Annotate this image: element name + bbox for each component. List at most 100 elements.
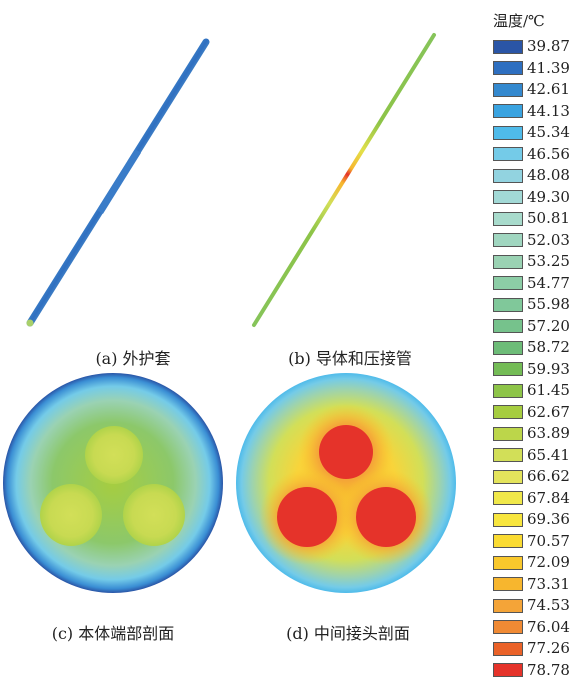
legend-swatch — [493, 298, 523, 312]
legend-item: 76.04 — [493, 617, 583, 639]
caption-c: (c) 本体端部剖面 — [28, 620, 198, 644]
legend-item: 45.34 — [493, 122, 583, 144]
legend-item: 66.62 — [493, 466, 583, 488]
legend-item: 69.36 — [493, 509, 583, 531]
legend-item: 53.25 — [493, 251, 583, 273]
legend-value: 53.25 — [527, 254, 570, 269]
legend-item: 74.53 — [493, 595, 583, 617]
legend-value: 65.41 — [527, 448, 570, 463]
legend-value: 50.81 — [527, 211, 570, 226]
legend-swatch — [493, 556, 523, 570]
legend-value: 48.08 — [527, 168, 570, 183]
legend-item: 73.31 — [493, 574, 583, 596]
legend-item: 57.20 — [493, 316, 583, 338]
legend-value: 70.57 — [527, 534, 570, 549]
legend-item: 44.13 — [493, 101, 583, 123]
legend-item: 39.87 — [493, 36, 583, 58]
legend-swatch — [493, 40, 523, 54]
legend-swatch — [493, 276, 523, 290]
legend-value: 73.31 — [527, 577, 570, 592]
joint-core-left — [277, 487, 337, 547]
legend-value: 59.93 — [527, 362, 570, 377]
legend-value: 63.89 — [527, 426, 570, 441]
legend-item: 41.39 — [493, 58, 583, 80]
body-core-left — [40, 484, 102, 546]
legend-swatch — [493, 190, 523, 204]
legend-swatch — [493, 362, 523, 376]
legend-item: 55.98 — [493, 294, 583, 316]
joint-section-model — [240, 360, 480, 610]
legend-swatch — [493, 319, 523, 333]
outer-sheath-model — [0, 0, 240, 340]
legend-swatch — [493, 599, 523, 613]
legend-swatch — [493, 169, 523, 183]
legend-item: 42.61 — [493, 79, 583, 101]
legend-swatch — [493, 663, 523, 677]
legend-item: 63.89 — [493, 423, 583, 445]
legend-item: 58.72 — [493, 337, 583, 359]
legend-item: 62.67 — [493, 402, 583, 424]
legend-value: 42.61 — [527, 82, 570, 97]
legend-swatch — [493, 147, 523, 161]
body-core-top — [85, 426, 143, 484]
legend-value: 74.53 — [527, 598, 570, 613]
legend-value: 66.62 — [527, 469, 570, 484]
conductor-line — [254, 35, 434, 325]
outer-sheath-end-cap — [27, 320, 34, 327]
legend-item: 72.09 — [493, 552, 583, 574]
legend-item: 61.45 — [493, 380, 583, 402]
legend-swatch — [493, 491, 523, 505]
legend-item: 70.57 — [493, 531, 583, 553]
legend-value: 62.67 — [527, 405, 570, 420]
legend-item: 54.77 — [493, 273, 583, 295]
legend-value: 46.56 — [527, 147, 570, 162]
caption-d: (d) 中间接头剖面 — [258, 620, 438, 644]
legend-swatch — [493, 126, 523, 140]
legend-swatch — [493, 470, 523, 484]
legend-value: 78.78 — [527, 663, 570, 678]
legend-value: 39.87 — [527, 39, 570, 54]
conductor-model — [240, 0, 480, 340]
legend-swatch — [493, 405, 523, 419]
legend-item: 65.41 — [493, 445, 583, 467]
legend-title: 温度/℃ — [493, 10, 545, 31]
legend-value: 54.77 — [527, 276, 570, 291]
legend-value: 45.34 — [527, 125, 570, 140]
legend-value: 55.98 — [527, 297, 570, 312]
legend-swatch — [493, 341, 523, 355]
temperature-legend: 39.87 41.39 42.61 44.13 45.34 46.56 48.08 49.30… — [493, 36, 583, 681]
legend-item: 48.08 — [493, 165, 583, 187]
legend-value: 72.09 — [527, 555, 570, 570]
legend-value: 76.04 — [527, 620, 570, 635]
legend-swatch — [493, 255, 523, 269]
legend-item: 49.30 — [493, 187, 583, 209]
legend-swatch — [493, 620, 523, 634]
legend-value: 57.20 — [527, 319, 570, 334]
legend-item: 59.93 — [493, 359, 583, 381]
joint-core-top — [319, 425, 373, 479]
legend-swatch — [493, 448, 523, 462]
legend-item: 46.56 — [493, 144, 583, 166]
legend-swatch — [493, 534, 523, 548]
legend-swatch — [493, 577, 523, 591]
legend-item: 52.03 — [493, 230, 583, 252]
legend-item: 50.81 — [493, 208, 583, 230]
legend-swatch — [493, 513, 523, 527]
legend-swatch — [493, 104, 523, 118]
legend-item: 78.78 — [493, 660, 583, 681]
legend-value: 44.13 — [527, 104, 570, 119]
legend-value: 67.84 — [527, 491, 570, 506]
legend-swatch — [493, 61, 523, 75]
legend-item: 67.84 — [493, 488, 583, 510]
legend-value: 49.30 — [527, 190, 570, 205]
legend-swatch — [493, 427, 523, 441]
legend-swatch — [493, 83, 523, 97]
outer-sheath-hot-section — [100, 151, 138, 212]
legend-swatch — [493, 233, 523, 247]
legend-swatch — [493, 642, 523, 656]
legend-value: 41.39 — [527, 61, 570, 76]
joint-core-right — [356, 487, 416, 547]
legend-value: 77.26 — [527, 641, 570, 656]
legend-value: 58.72 — [527, 340, 570, 355]
body-section-model — [0, 360, 240, 610]
